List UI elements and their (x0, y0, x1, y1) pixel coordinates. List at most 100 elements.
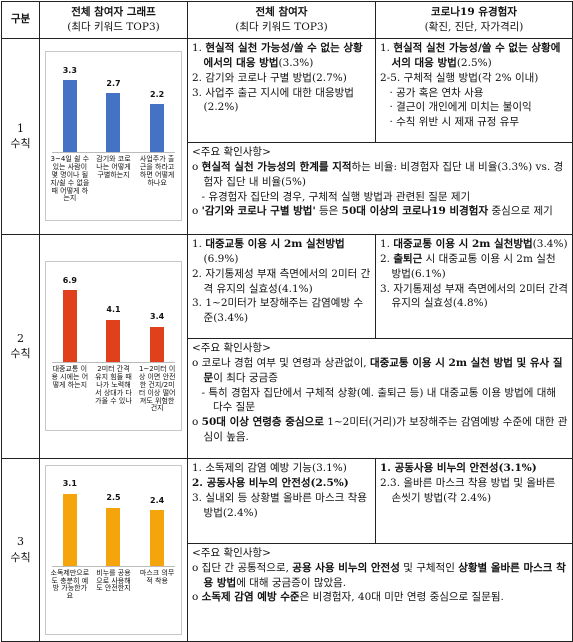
text-segment: 1. (192, 41, 206, 54)
data-label: 3.1 (62, 479, 77, 489)
text-segment: 현실적 실천 가능성/쓸 수 없는 상황에서의 대응 방법 (203, 41, 363, 69)
category-labels: 대중교통 이용 시에는 어떻게 하는지 2미터 간격 유지 힘들 때 나가 노력해… (48, 365, 179, 413)
category-label: 비누를 공용으로 사용해도 안전한지 (96, 568, 131, 593)
list-item: 1. 소독제의 감염 예방 기능(3.1%) (192, 461, 371, 476)
category-label: 1~2미터 이상 이면 안전한 건지/2미터 이상 떨어져도 위험한 건지 (138, 365, 176, 413)
bar-slot: 3.4 (136, 266, 178, 363)
text-segment: 1. 공동사용 비누의 안전성(3.1%) (380, 461, 537, 474)
bar-chart: 3.1 2.5 2.4 소독제만으로도 충분히 예방 가능한가요 비누를 공용으로 사용… (45, 464, 182, 635)
text-segment: - 특히 경험자 집단에서 구체적 상황(예. 출퇴근 등) 내 대중교통 이용… (201, 386, 557, 414)
text-segment: 대중교통 이용 시 2m 실천방법 (205, 237, 345, 250)
data-label: 3.3 (62, 65, 77, 75)
bar (106, 319, 121, 363)
list-item: 2. 감기와 코로나 구별 방법(2.7%) (192, 71, 371, 86)
bar-slot: 3.1 (49, 470, 91, 566)
header-subtitle: (최다 키워드 TOP3) (235, 20, 328, 33)
notes-cell: <주요 확인사항> o 코로나 경험 여부 및 연령과 상관없이, 대중교통 이용… (187, 337, 573, 459)
bar (150, 104, 165, 153)
text-segment: 1. (380, 41, 394, 54)
data-label: 2.5 (106, 493, 121, 503)
data-label: 2.4 (150, 495, 165, 505)
notes-title: <주요 확인사항> (192, 145, 271, 158)
list-item: 1. 공동사용 비누의 안전성(3.1%) (380, 461, 568, 476)
bar-slot: 6.9 (49, 266, 91, 363)
text-segment: 2. 공동사용 비누의 안전성(2.5%) (192, 476, 349, 489)
text-segment: 소독제 감염 예방 수준 (201, 591, 300, 604)
notes-cell: <주요 확인사항> o 집단 간 공통적으로, 공용 사용 비누의 안전성 및 구… (187, 542, 573, 642)
category-label: 2미터 간격 유지 힘들 때 나가 노력해서 상대가 다가올 수 있나 (95, 365, 132, 405)
x-axis (52, 152, 175, 154)
list-item: 1. 현실적 실천 가능성/쓸 수 없는 상황에서의 대응 방법(3.3%) (192, 41, 371, 71)
header-cell: 구분 (1, 1, 40, 39)
text-segment: 중심으로 제기 (488, 205, 553, 218)
bar (62, 290, 77, 363)
text-segment: o 집단 간 공통적으로, (192, 561, 293, 574)
list-item: 3. 사업주 출근 지시에 대한 대응방법(2.2%) (192, 86, 371, 116)
text-segment: · 결근이 개인에게 미치는 불이익 (389, 101, 532, 114)
bar (62, 80, 77, 153)
list-item: · 공가 혹은 연차 사용 (380, 86, 568, 101)
list-item: 3. 실내외 등 상황별 올바른 마스크 착용 방법(2.4%) (192, 491, 371, 521)
bar-slot: 2.4 (136, 470, 178, 566)
text-segment: 3. 1~2미터가 보장해주는 감염예방 수준(3.4%) (192, 297, 364, 325)
bar (106, 93, 121, 153)
category-labels: 3~4일 쉴 수 있는 사람이 몇 명이나 될지/쉴 수 없을 때 어떻게 하는… (48, 155, 179, 203)
list-item: o 현실적 실천 가능성의 한계를 지적하는 비율: 비경험자 집단 내 비율(… (192, 160, 568, 190)
list-item: 2-5. 구체적 실행 방법(각 2% 이내) (380, 71, 568, 86)
list-item: 3. 자기통제성 부재 측면에서의 2미터 간격 유지의 실효성(4.8%) (380, 282, 568, 312)
text-segment: 및 구체적인 (399, 561, 459, 574)
category-label: 감기와 코로나는 어떻게 구별하는지 (96, 155, 131, 179)
text-segment: 에 대해 궁금증이 많았음. (236, 576, 347, 589)
list-item: 3. 1~2미터가 보장해주는 감염예방 수준(3.4%) (192, 296, 371, 326)
list-item: o 소독제 감염 예방 수준은 비경험자, 40대 미만 연령 중심으로 질문됨… (192, 590, 568, 605)
list-item: 2. 자기통제성 부재 측면에서의 2미터 간격 유지의 실효성(4.1%) (192, 267, 371, 297)
text-segment: o (192, 591, 202, 604)
header-cell: 전체 참여자 그래프 (최다 키워드 TOP3) (39, 1, 188, 39)
rule-row: 3 수칙 3.1 2.5 2.4 소독제만으로도 충분히 예방 가능한가요 비누를 공용으로… (1, 457, 573, 642)
text-segment: o 코로나 경험 여부 및 연령과 상관없이, (192, 356, 370, 369)
list-item: o 집단 간 공통적으로, 공용 사용 비누의 안전성 및 구체적인 상황별 올… (192, 561, 568, 591)
notes-cell: <주요 확인사항> o 현실적 실천 가능성의 한계를 지적하는 비율: 비경험자… (187, 141, 573, 235)
chart-cell: 3.1 2.5 2.4 소독제만으로도 충분히 예방 가능한가요 비누를 공용으로 사용… (39, 457, 188, 642)
text-segment: 50대 이상의 코로나19 비경험자 (341, 205, 489, 218)
chart-cell: 3.3 2.7 2.2 3~4일 쉴 수 있는 사람이 몇 명이나 될지/쉴 수 없을… (39, 37, 188, 235)
text-segment: · 수칙 위반 시 제재 규정 유무 (389, 116, 520, 129)
header-subtitle: (확진, 진단, 자가격리) (424, 20, 524, 33)
header-cell: 전체 참여자 (최다 키워드 TOP3) (187, 1, 376, 39)
x-axis (52, 362, 175, 364)
bar-slot: 2.7 (92, 56, 134, 153)
data-label: 2.2 (150, 89, 165, 99)
data-label: 6.9 (62, 275, 77, 285)
bar (150, 326, 165, 363)
list-item: o '감기와 코로나 구별 방법' 등은 50대 이상의 코로나19 비경험자 … (192, 204, 568, 219)
data-label: 2.7 (106, 79, 121, 89)
label-line: 1 (17, 121, 24, 135)
header-title: 전체 참여자 (255, 6, 308, 18)
text-segment: 2.3. 올바른 마스크 착용 방법 및 올바른 손씻기 방법(각 2.4%) (380, 476, 556, 504)
data-label: 4.1 (106, 305, 121, 315)
text-segment: '감기와 코로나 구별 방법' (201, 205, 316, 218)
bar-slot: 2.5 (92, 470, 134, 566)
category-label: 마스크 의무적 착용 (139, 568, 175, 585)
text-segment: o (192, 205, 202, 218)
bar (106, 507, 121, 566)
text-segment: 1~2미터(거리)가 보장해주는 감염예방 수준에 대한 관심이 높음. (203, 416, 568, 444)
label-line: 3 (17, 535, 24, 549)
text-segment: 은 비경험자, 40대 미만 연령 중심으로 질문됨. (299, 591, 504, 604)
notes-title: <주요 확인사항> (192, 546, 271, 559)
text-segment: 2. 자기통제성 부재 측면에서의 2미터 간격 유지의 실효성(4.1%) (192, 267, 371, 295)
list-item: 2. 출퇴근 시 대중교통 이용 시 2m 실천 방법(6.1%) (380, 252, 568, 282)
notes-row: <주요 확인사항> o 코로나 경험 여부 및 연령과 상관없이, 대중교통 이용… (2, 337, 573, 459)
header-title: 전체 참여자 그래프 (71, 6, 156, 18)
all-participants-cell: 1. 대중교통 이용 시 2m 실천방법 (6.9%) 2. 자기통제성 부재 측면… (187, 233, 376, 339)
text-segment: 2-5. 구체적 실행 방법(각 2% 이내) (380, 71, 539, 84)
text-segment: 이 최다 궁금증 (213, 371, 278, 384)
list-item: o 50대 이상 연령층 중심으로 1~2미터(거리)가 보장해주는 감염예방 … (192, 415, 568, 445)
text-segment: 상황별 올바른 마스크 착용 방법 (203, 561, 566, 589)
header-row: 구분 전체 참여자 그래프 (최다 키워드 TOP3) 전체 참여자 (최다 키워드 T… (1, 1, 573, 39)
text-segment: o (192, 416, 202, 429)
bar-chart: 3.3 2.7 2.2 3~4일 쉴 수 있는 사람이 몇 명이나 될지/쉴 수 없을… (45, 51, 182, 222)
text-segment: 공용 사용 비누의 안전성 (292, 561, 400, 574)
